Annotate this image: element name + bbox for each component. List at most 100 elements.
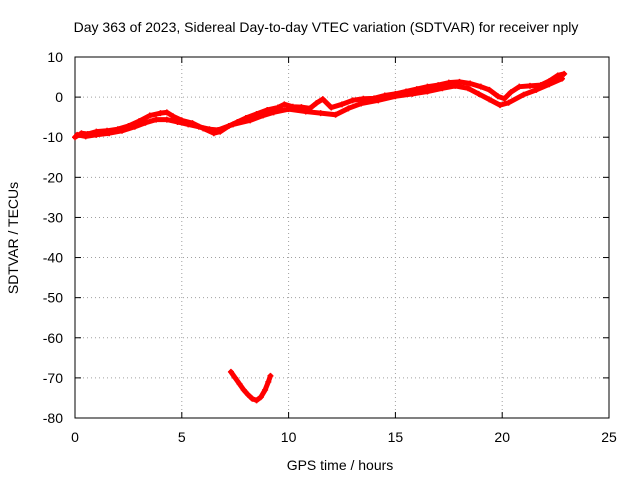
series-main [72,70,568,141]
data-point [317,110,324,117]
data-point [146,112,153,119]
data-point [240,386,247,393]
data-point [265,378,272,385]
data-point [253,397,260,404]
series-low-segment [227,368,274,404]
data-point [236,380,243,387]
plot-frame [74,56,610,419]
data-point [157,110,164,117]
data-point [392,93,399,100]
data-point [456,78,463,85]
data-point [526,82,533,89]
data-point [516,83,523,90]
x-tick-label: 15 [388,429,404,445]
data-point [328,104,335,111]
data-point [262,386,269,393]
data-point [285,106,292,113]
data-points [72,70,568,404]
data-point [345,105,352,112]
data-point [232,374,239,381]
data-point [319,96,326,103]
data-point [259,112,266,119]
x-axis-label: GPS time / hours [287,457,394,473]
x-tick-label: 20 [494,429,510,445]
data-point [475,90,482,97]
data-point [486,96,493,103]
data-point [142,119,149,126]
data-point [494,93,501,100]
data-point [559,75,566,82]
y-tick-label: -60 [43,330,63,346]
data-point [195,123,202,130]
series-band [228,369,273,403]
y-tick-label: 0 [55,89,63,105]
y-tick-label: -40 [43,250,63,266]
data-point [206,126,213,133]
y-tick-label: -70 [43,370,63,386]
data-point [106,130,113,137]
data-point [153,116,160,123]
data-point [467,80,474,87]
y-tick-label: 10 [47,49,63,65]
data-point [249,395,256,402]
data-point [227,368,234,375]
data-point [267,372,274,379]
data-point [230,121,237,128]
x-tick-label: 25 [601,429,617,445]
data-point [546,81,553,88]
data-point [452,82,459,89]
data-point [245,391,252,398]
y-tick-label: -50 [43,290,63,306]
data-point [118,127,125,134]
data-point [247,117,254,124]
data-point [424,88,431,95]
data-point [313,100,320,107]
data-point [281,101,288,108]
data-point [163,116,170,123]
data-point [501,95,508,102]
x-tick-label: 0 [71,429,79,445]
data-point [349,97,356,104]
data-point [358,100,365,107]
data-point [270,109,277,116]
data-point [93,131,100,138]
x-tick-label: 10 [281,429,297,445]
data-point [505,99,512,106]
data-point [339,101,345,108]
axis-ticks: 0 5 10 15 20 25 -80 -70 -60 -50 -40 -30 -20 -10 0 10 [43,49,617,445]
series-secondary [74,75,566,140]
series-band [72,71,567,140]
data-point [163,109,170,116]
y-tick-label: -20 [43,169,63,185]
data-point [561,70,568,77]
data-point [465,85,472,92]
data-point [332,111,339,118]
data-point [215,127,222,134]
data-point [409,90,416,97]
data-point [170,113,177,120]
data-point [185,121,192,128]
data-point [477,83,484,90]
data-point [74,131,81,138]
data-point [82,133,89,140]
data-point [486,86,493,93]
data-point [507,89,514,96]
data-point [533,86,540,93]
data-point [302,108,309,115]
grid [75,57,609,418]
y-tick-label: -80 [43,410,63,426]
data-point [439,85,446,92]
data-point [131,123,138,130]
data-point [174,118,181,125]
data-point [375,97,382,104]
data-point [497,102,504,109]
data-point [520,91,527,98]
y-tick-label: -30 [43,209,63,225]
x-tick-label: 5 [178,429,186,445]
y-axis-label: SDTVAR / TECUs [5,182,21,294]
data-point [257,394,264,401]
chart-title: Day 363 of 2023, Sidereal Day-to-day VTE… [74,19,579,35]
y-tick-label: -10 [43,129,63,145]
data-point [554,72,561,79]
